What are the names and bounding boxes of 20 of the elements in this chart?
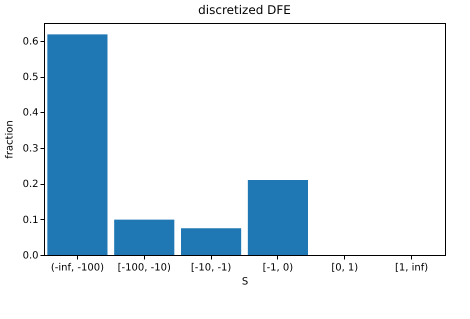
- x-tick-label: (-inf, -100): [50, 262, 104, 274]
- bar: [248, 180, 308, 255]
- y-axis-title: fraction: [4, 120, 16, 159]
- x-tick-label: [-100, -10): [118, 262, 171, 274]
- y-tick-label: 0.0: [22, 250, 38, 262]
- y-tick-label: 0.2: [22, 179, 38, 190]
- x-tick-label: [-10, -1): [190, 262, 232, 274]
- x-tick-label: [-1, 0): [262, 262, 294, 274]
- y-tick-label: 0.4: [22, 108, 38, 119]
- x-tick-label: [0, 1): [331, 262, 358, 274]
- bar: [47, 34, 108, 255]
- y-tick-label: 0.1: [22, 214, 38, 226]
- y-tick-label: 0.3: [22, 143, 38, 154]
- bar: [114, 220, 174, 255]
- y-tick-label: 0.5: [22, 72, 38, 84]
- x-axis-title: S: [242, 276, 248, 288]
- chart-title: discretized DFE: [198, 3, 291, 17]
- bar: [181, 228, 242, 255]
- y-tick-label: 0.6: [22, 36, 38, 48]
- x-tick-label: [1, inf): [394, 262, 428, 274]
